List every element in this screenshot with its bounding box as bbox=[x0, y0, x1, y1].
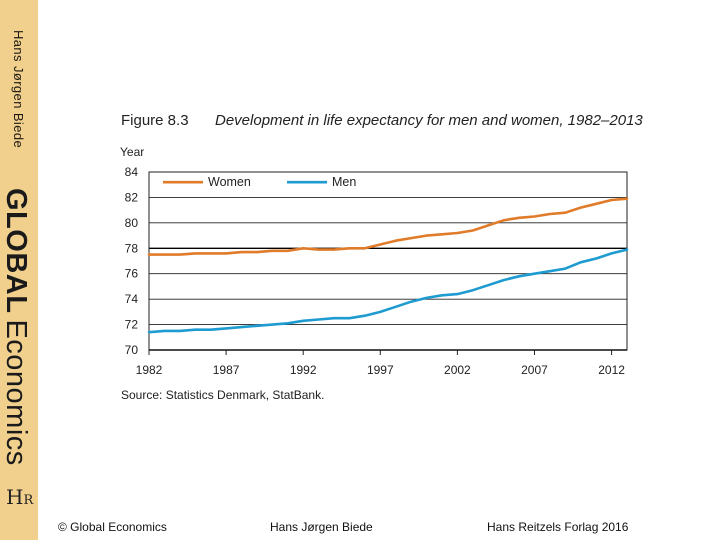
footer-publisher: Hans Reitzels Forlag 2016 bbox=[487, 520, 629, 534]
series-line-men bbox=[147, 248, 629, 334]
x-tick-label: 1992 bbox=[290, 363, 317, 377]
sidebar: Hans Jørgen Biede GLOBALEconomics HR bbox=[0, 0, 38, 540]
y-tick-label: 70 bbox=[125, 343, 139, 357]
footer-author: Hans Jørgen Biede bbox=[270, 520, 373, 534]
x-tick-label: 1997 bbox=[367, 363, 394, 377]
y-tick-label: 72 bbox=[125, 318, 139, 332]
y-tick-label: 82 bbox=[125, 190, 139, 204]
footer-copyright: © Global Economics bbox=[58, 520, 167, 534]
y-tick-label: 84 bbox=[125, 165, 139, 179]
x-tick-label: 1982 bbox=[136, 363, 163, 377]
publisher-logo-h: H bbox=[6, 485, 24, 509]
legend-background bbox=[150, 173, 388, 197]
x-tick-label: 2002 bbox=[444, 363, 471, 377]
x-tick-label: 2007 bbox=[521, 363, 548, 377]
publisher-logo: HR bbox=[6, 485, 33, 509]
x-tick-label: 1987 bbox=[213, 363, 240, 377]
plot-frame bbox=[148, 171, 628, 351]
y-tick-label: 78 bbox=[125, 241, 139, 255]
figure-title: Development in life expectancy for men a… bbox=[215, 112, 643, 129]
y-axis-label: Year bbox=[120, 145, 145, 159]
publisher-logo-r: R bbox=[23, 493, 34, 508]
y-tick-label: 80 bbox=[125, 216, 139, 230]
legend-label-men: Men bbox=[332, 175, 356, 189]
series-line-women bbox=[147, 197, 629, 256]
y-tick-label: 76 bbox=[125, 267, 139, 281]
y-tick-label: 74 bbox=[125, 292, 139, 306]
legend-label-women: Women bbox=[208, 175, 251, 189]
figure-label: Figure 8.3 bbox=[121, 112, 189, 129]
source-note: Source: Statistics Denmark, StatBank. bbox=[121, 388, 325, 402]
x-tick-label: 2012 bbox=[598, 363, 625, 377]
